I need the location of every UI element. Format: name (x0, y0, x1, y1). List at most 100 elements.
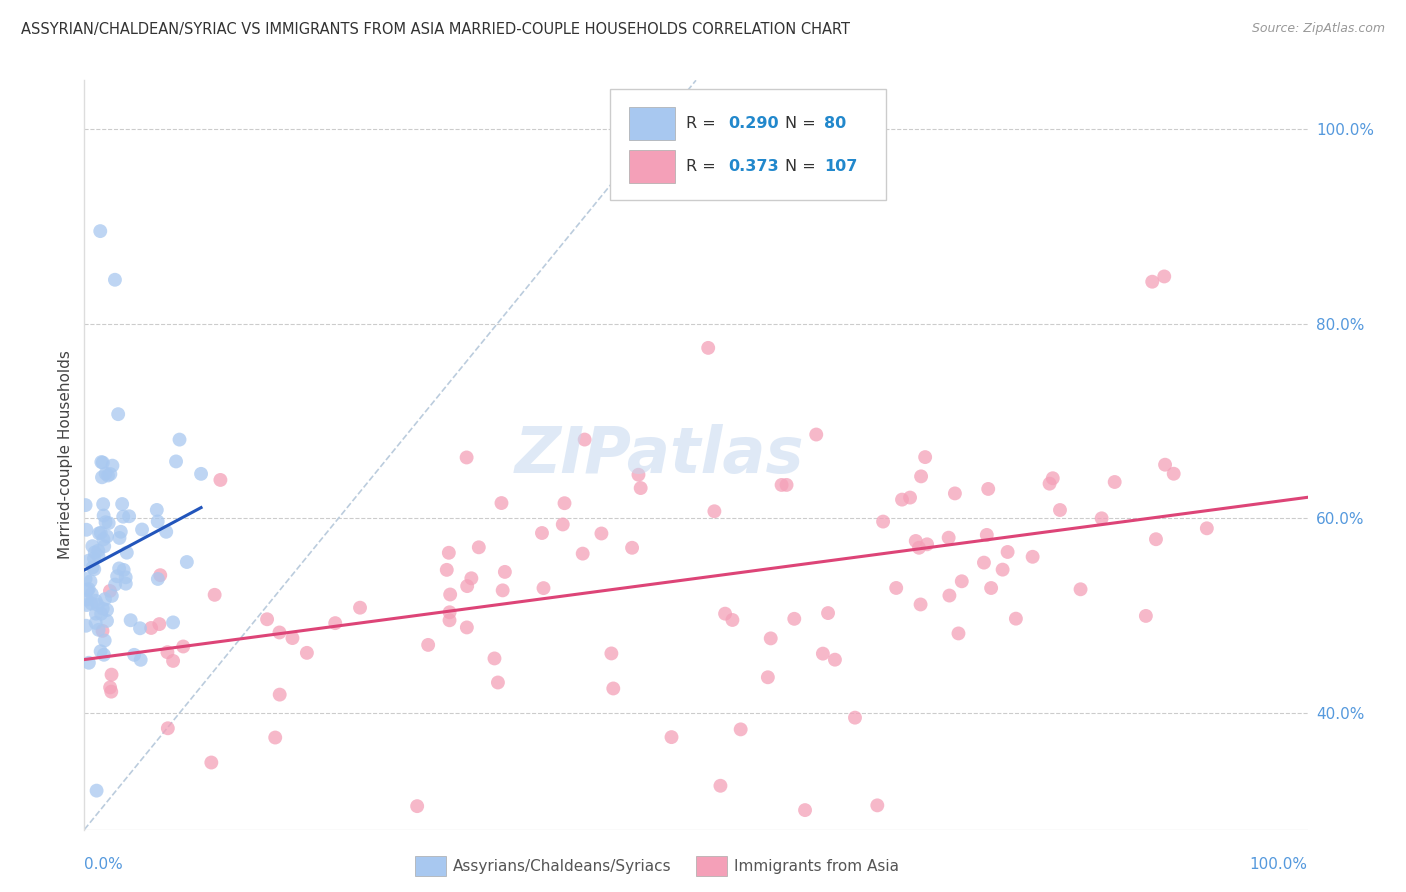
Point (93, 508, 115, 523)
Point (94, 515, 117, 529)
Point (468, 541, 491, 555)
Point (172, 640, 194, 654)
Point (93, 533, 115, 547)
Point (83, 562, 105, 576)
Point (110, 524, 132, 539)
Point (1144, 533, 1167, 547)
Point (938, 531, 960, 545)
Text: N =: N = (786, 159, 821, 174)
Point (75, 523, 97, 537)
Point (148, 617, 170, 632)
Point (107, 407, 129, 421)
Point (94, 467, 117, 481)
Point (256, 612, 278, 626)
Point (866, 798, 889, 813)
Point (1021, 549, 1043, 564)
Point (976, 528, 998, 542)
Text: 0.290: 0.290 (728, 116, 779, 131)
Point (111, 497, 134, 511)
Point (898, 491, 921, 505)
Point (948, 626, 970, 640)
Point (533, 581, 555, 595)
Text: R =: R = (686, 159, 721, 174)
Point (908, 541, 931, 555)
Point (169, 433, 191, 447)
Point (146, 503, 169, 517)
Point (131, 523, 153, 537)
Point (93, 633, 115, 648)
Point (551, 517, 574, 532)
Point (94, 592, 117, 607)
Point (1135, 608, 1157, 623)
Point (439, 587, 461, 601)
Point (697, 341, 720, 355)
Point (87, 549, 110, 564)
Point (456, 450, 478, 465)
Point (436, 563, 458, 577)
Point (96, 614, 118, 628)
Text: R =: R = (686, 116, 721, 131)
Point (89, 224, 111, 238)
Point (83, 545, 105, 559)
Point (783, 612, 806, 626)
Point (910, 598, 932, 612)
Point (904, 533, 927, 548)
Point (112, 563, 135, 577)
Point (77, 582, 100, 596)
Point (775, 478, 797, 492)
Text: 0.0%: 0.0% (84, 857, 124, 871)
Point (602, 681, 624, 696)
Point (806, 427, 828, 442)
Point (209, 473, 232, 487)
Point (90, 607, 112, 621)
Point (83, 551, 105, 566)
FancyBboxPatch shape (628, 150, 675, 183)
Point (91, 601, 114, 615)
Point (129, 621, 152, 635)
Point (884, 581, 907, 595)
Point (90, 455, 112, 469)
Point (100, 684, 122, 698)
Point (162, 615, 184, 630)
Point (1142, 275, 1164, 289)
Point (915, 537, 938, 551)
Point (146, 572, 169, 586)
Point (980, 581, 1002, 595)
Point (98, 681, 121, 695)
Point (1091, 511, 1114, 525)
Point (87, 543, 110, 558)
Point (115, 546, 138, 560)
Point (75, 619, 97, 633)
Point (891, 492, 914, 507)
FancyBboxPatch shape (610, 89, 886, 200)
Point (973, 556, 995, 570)
Point (149, 568, 172, 582)
Point (269, 688, 291, 702)
Point (176, 555, 198, 569)
Point (714, 607, 737, 621)
Point (80, 587, 103, 601)
Point (82, 560, 104, 574)
Point (108, 561, 131, 575)
Point (1049, 503, 1071, 517)
Point (165, 454, 187, 468)
Point (494, 565, 516, 579)
Point (630, 481, 652, 495)
Point (98, 584, 121, 599)
Point (98, 467, 121, 481)
Point (721, 613, 744, 627)
Point (456, 579, 478, 593)
Point (281, 631, 304, 645)
Point (349, 600, 371, 615)
Text: 100.0%: 100.0% (1250, 857, 1308, 871)
Point (162, 654, 184, 668)
Point (93, 648, 115, 662)
Point (90, 644, 112, 658)
Point (108, 531, 131, 545)
Point (264, 731, 287, 745)
Point (730, 723, 752, 737)
Point (1038, 476, 1060, 491)
Point (100, 667, 122, 681)
Point (77, 554, 100, 568)
Point (104, 577, 127, 591)
